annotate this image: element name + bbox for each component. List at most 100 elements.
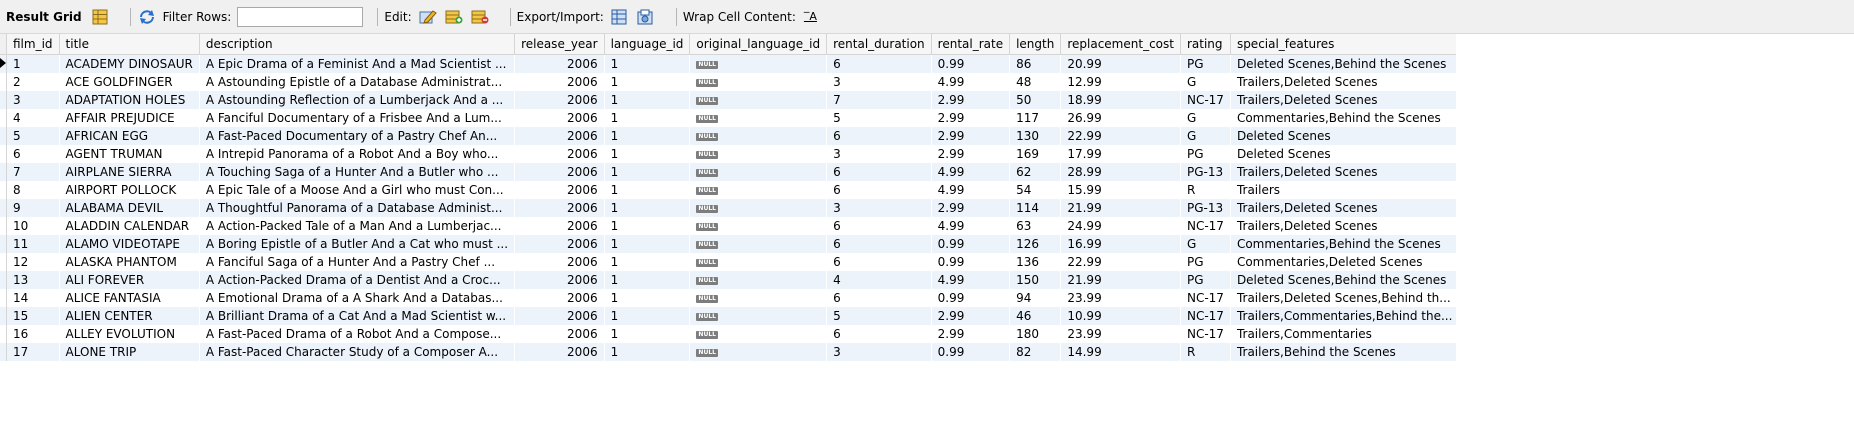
cell-language-id[interactable]: 1 <box>604 73 690 91</box>
cell-rental-rate[interactable]: 0.99 <box>931 343 1010 361</box>
cell-release-year[interactable]: 2006 <box>514 145 605 163</box>
table-row[interactable]: 12 ALASKA PHANTOM A Fanciful Saga of a Hun… <box>0 253 1600 271</box>
row-gutter[interactable] <box>0 289 7 307</box>
cell-rental-rate[interactable]: 2.99 <box>931 325 1010 343</box>
cell-title[interactable]: ALI FOREVER <box>59 271 200 289</box>
table-row[interactable]: 13 ALI FOREVER A Action-Packed Drama of a … <box>0 271 1600 289</box>
cell-title[interactable]: AIRPORT POLLOCK <box>59 181 200 199</box>
cell-description[interactable]: A Astounding Reflection of a Lumberjack … <box>199 91 515 109</box>
row-gutter[interactable] <box>0 235 7 253</box>
cell-film-id[interactable]: 4 <box>6 109 60 127</box>
cell-rental-rate[interactable]: 0.99 <box>931 289 1010 307</box>
cell-original-language-id[interactable]: NULL <box>689 199 827 217</box>
cell-special-features[interactable]: Trailers,Commentaries,Behind the... <box>1230 307 1459 325</box>
cell-release-year[interactable]: 2006 <box>514 307 605 325</box>
cell-description[interactable]: A Boring Epistle of a Butler And a Cat w… <box>199 235 515 253</box>
import-icon[interactable] <box>636 7 656 27</box>
cell-rental-rate[interactable]: 4.99 <box>931 217 1010 235</box>
cell-rental-rate[interactable]: 4.99 <box>931 163 1010 181</box>
cell-rental-duration[interactable]: 6 <box>826 181 932 199</box>
cell-rental-rate[interactable]: 0.99 <box>931 253 1010 271</box>
column-header-film-id[interactable]: film_id <box>6 34 60 55</box>
cell-rating[interactable]: NC-17 <box>1180 307 1231 325</box>
cell-rental-duration[interactable]: 6 <box>826 54 932 73</box>
cell-replacement-cost[interactable]: 21.99 <box>1060 199 1181 217</box>
cell-rating[interactable]: R <box>1180 343 1231 361</box>
cell-length[interactable]: 169 <box>1009 145 1061 163</box>
cell-replacement-cost[interactable]: 22.99 <box>1060 127 1181 145</box>
cell-special-features[interactable]: Commentaries,Deleted Scenes <box>1230 253 1459 271</box>
cell-language-id[interactable]: 1 <box>604 253 690 271</box>
cell-film-id[interactable]: 2 <box>6 73 60 91</box>
cell-rental-duration[interactable]: 6 <box>826 217 932 235</box>
table-row[interactable]: 8 AIRPORT POLLOCK A Epic Tale of a Moose A… <box>0 181 1600 199</box>
cell-original-language-id[interactable]: NULL <box>689 163 827 181</box>
cell-language-id[interactable]: 1 <box>604 343 690 361</box>
cell-replacement-cost[interactable]: 18.99 <box>1060 91 1181 109</box>
cell-description[interactable]: A Brilliant Drama of a Cat And a Mad Sci… <box>199 307 515 325</box>
cell-title[interactable]: ACE GOLDFINGER <box>59 73 200 91</box>
column-header-release-year[interactable]: release_year <box>514 34 605 55</box>
row-gutter[interactable] <box>0 181 7 199</box>
cell-language-id[interactable]: 1 <box>604 91 690 109</box>
cell-length[interactable]: 54 <box>1009 181 1061 199</box>
cell-rating[interactable]: PG-13 <box>1180 199 1231 217</box>
cell-rental-duration[interactable]: 3 <box>826 343 932 361</box>
cell-replacement-cost[interactable]: 21.99 <box>1060 271 1181 289</box>
cell-rental-duration[interactable]: 3 <box>826 73 932 91</box>
cell-language-id[interactable]: 1 <box>604 145 690 163</box>
cell-rental-duration[interactable]: 5 <box>826 307 932 325</box>
insert-row-icon[interactable] <box>444 7 464 27</box>
cell-rating[interactable]: PG <box>1180 54 1231 73</box>
cell-special-features[interactable]: Commentaries,Behind the Scenes <box>1230 109 1459 127</box>
table-row[interactable]: 7 AIRPLANE SIERRA A Touching Saga of a Hun… <box>0 163 1600 181</box>
cell-original-language-id[interactable]: NULL <box>689 91 827 109</box>
cell-length[interactable]: 117 <box>1009 109 1061 127</box>
cell-description[interactable]: A Action-Packed Tale of a Man And a Lumb… <box>199 217 515 235</box>
cell-release-year[interactable]: 2006 <box>514 235 605 253</box>
row-gutter[interactable] <box>0 253 7 271</box>
export-icon[interactable] <box>610 7 630 27</box>
cell-length[interactable]: 50 <box>1009 91 1061 109</box>
cell-rental-duration[interactable]: 6 <box>826 289 932 307</box>
cell-special-features[interactable]: Trailers,Deleted Scenes <box>1230 91 1459 109</box>
cell-film-id[interactable]: 7 <box>6 163 60 181</box>
cell-title[interactable]: ALONE TRIP <box>59 343 200 361</box>
cell-language-id[interactable]: 1 <box>604 54 690 73</box>
delete-row-icon[interactable] <box>470 7 490 27</box>
cell-release-year[interactable]: 2006 <box>514 127 605 145</box>
refresh-icon[interactable] <box>137 7 157 27</box>
cell-release-year[interactable]: 2006 <box>514 343 605 361</box>
cell-rating[interactable]: NC-17 <box>1180 217 1231 235</box>
cell-rating[interactable]: R <box>1180 181 1231 199</box>
cell-release-year[interactable]: 2006 <box>514 109 605 127</box>
column-header-description[interactable]: description <box>199 34 516 55</box>
cell-film-id[interactable]: 16 <box>6 325 60 343</box>
column-header-rating[interactable]: rating <box>1180 34 1231 55</box>
cell-rental-duration[interactable]: 6 <box>826 127 932 145</box>
table-row[interactable]: 6 AGENT TRUMAN A Intrepid Panorama of a Ro… <box>0 145 1600 163</box>
cell-film-id[interactable]: 11 <box>6 235 60 253</box>
cell-language-id[interactable]: 1 <box>604 271 690 289</box>
cell-rating[interactable]: NC-17 <box>1180 289 1231 307</box>
cell-original-language-id[interactable]: NULL <box>689 307 827 325</box>
cell-description[interactable]: A Fast-Paced Character Study of a Compos… <box>199 343 515 361</box>
column-header-title[interactable]: title <box>59 34 200 55</box>
cell-description[interactable]: A Touching Saga of a Hunter And a Butler… <box>199 163 515 181</box>
cell-special-features[interactable]: Trailers,Deleted Scenes <box>1230 163 1459 181</box>
row-gutter[interactable] <box>0 325 7 343</box>
cell-special-features[interactable]: Trailers,Deleted Scenes <box>1230 217 1459 235</box>
cell-title[interactable]: AGENT TRUMAN <box>59 145 200 163</box>
cell-replacement-cost[interactable]: 23.99 <box>1060 325 1181 343</box>
cell-rating[interactable]: G <box>1180 235 1231 253</box>
row-gutter[interactable] <box>0 91 7 109</box>
cell-language-id[interactable]: 1 <box>604 109 690 127</box>
cell-release-year[interactable]: 2006 <box>514 271 605 289</box>
cell-rating[interactable]: G <box>1180 73 1231 91</box>
cell-film-id[interactable]: 17 <box>6 343 60 361</box>
cell-title[interactable]: ALLEY EVOLUTION <box>59 325 200 343</box>
cell-original-language-id[interactable]: NULL <box>689 145 827 163</box>
table-row[interactable]: 11 ALAMO VIDEOTAPE A Boring Epistle of a B… <box>0 235 1600 253</box>
cell-film-id[interactable]: 14 <box>6 289 60 307</box>
cell-length[interactable]: 130 <box>1009 127 1061 145</box>
